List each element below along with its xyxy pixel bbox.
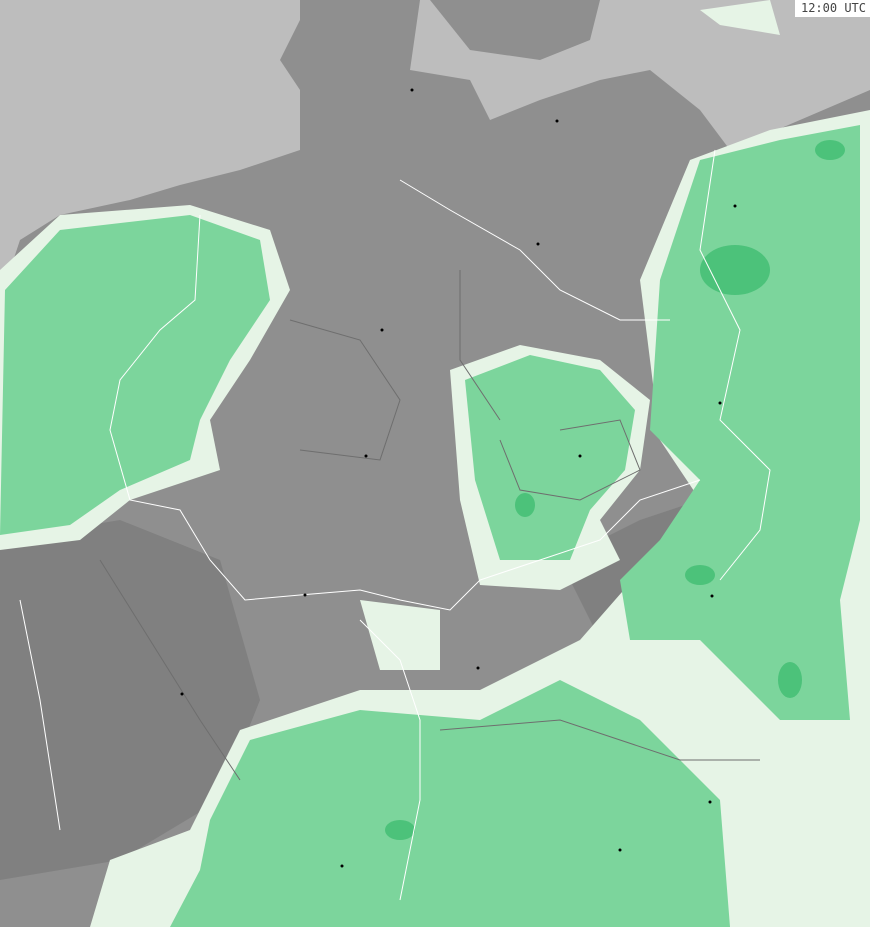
national-borders <box>19 149 771 901</box>
regional-borders <box>99 270 760 781</box>
precipitation-heavy <box>385 140 845 840</box>
city-markers <box>180 88 737 868</box>
precipitation <box>0 125 860 927</box>
time-label: 12:00 UTC <box>794 0 870 17</box>
